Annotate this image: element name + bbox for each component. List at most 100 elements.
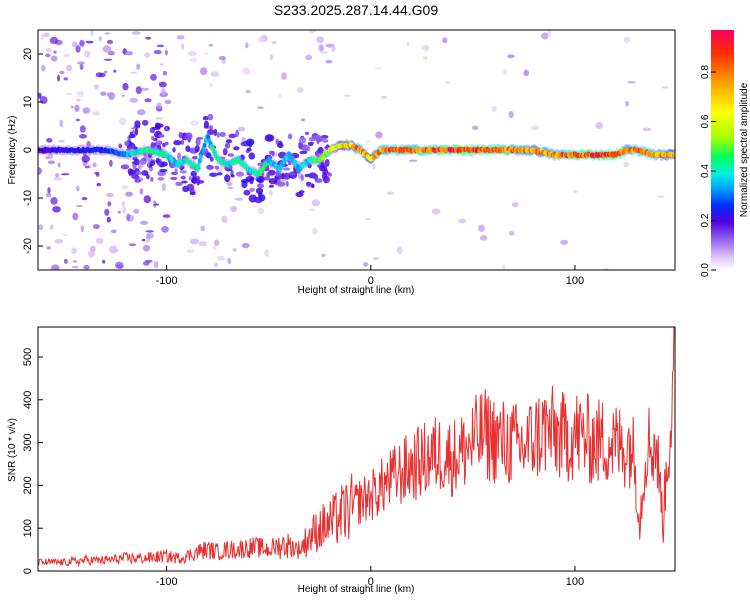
spectrogram-scatter-blob bbox=[243, 189, 251, 196]
spectrogram-noise-blob bbox=[186, 249, 195, 254]
spectrogram-noise-blob bbox=[72, 260, 77, 263]
spectrogram-noise-blob bbox=[491, 106, 497, 113]
spectrogram-noise-blob bbox=[92, 224, 100, 230]
spectrogram-noise-blob bbox=[81, 197, 88, 201]
spectrogram-noise-blob bbox=[139, 220, 149, 225]
spectrogram-noise-blob bbox=[90, 30, 94, 37]
spectrogram-scatter-blob bbox=[155, 157, 160, 164]
y-tick-label: 400 bbox=[22, 391, 34, 409]
spectrogram-noise-blob bbox=[43, 32, 50, 38]
spectrogram-noise-blob bbox=[232, 247, 237, 252]
spectrogram-noise-blob bbox=[159, 63, 164, 66]
spectrogram-noise-blob bbox=[297, 172, 301, 179]
spectrogram-noise-blob bbox=[623, 36, 631, 44]
spectrogram-noise-blob bbox=[145, 36, 152, 40]
spectrogram-noise-blob bbox=[308, 30, 317, 34]
spectrogram-scatter-blob bbox=[149, 166, 153, 172]
spectrogram-scatter-blob bbox=[258, 194, 266, 202]
spectrogram-noise-blob bbox=[150, 73, 157, 81]
spectrogram-noise-blob bbox=[136, 63, 141, 70]
spectrogram-noise-blob bbox=[45, 47, 52, 53]
spectrogram-noise-blob bbox=[312, 227, 318, 235]
spectrogram-scatter-blob bbox=[192, 155, 198, 160]
colorbar-gradient bbox=[711, 30, 734, 270]
spectrogram-noise-blob bbox=[50, 55, 58, 62]
spectrogram-noise-blob bbox=[107, 201, 112, 207]
spectrogram-noise-blob bbox=[511, 202, 519, 207]
spectrogram-noise-blob bbox=[364, 217, 372, 221]
spectrogram-noise-blob bbox=[156, 44, 165, 48]
spectrogram-noise-blob bbox=[71, 247, 77, 255]
spectrogram-noise-blob bbox=[103, 58, 113, 61]
spectrogram-noise-blob bbox=[142, 244, 151, 252]
colorbar-label: Normalized spectral amplitude bbox=[739, 82, 750, 217]
y-tick-label: 0 bbox=[22, 568, 34, 574]
spectrogram-scatter-blob bbox=[246, 147, 252, 152]
spectrogram-noise-blob bbox=[305, 54, 313, 61]
spectrogram-noise-blob bbox=[162, 70, 167, 76]
spectrogram-noise-blob bbox=[458, 218, 467, 224]
spectrogram-noise-blob bbox=[63, 53, 70, 58]
spectrogram-scatter-blob bbox=[156, 144, 162, 151]
spectrogram-noise-blob bbox=[95, 171, 100, 177]
spectrogram-scatter-blob bbox=[269, 150, 274, 155]
spectrogram-noise-blob bbox=[331, 44, 336, 53]
spectrogram-noise-blob bbox=[422, 56, 428, 60]
snr-frame bbox=[37, 326, 676, 572]
spectrogram-noise-blob bbox=[126, 213, 131, 221]
chart-title: S233.2025.287.14.44.G09 bbox=[274, 2, 438, 18]
spectrogram-noise-blob bbox=[145, 230, 154, 233]
spectrogram-noise-blob bbox=[366, 140, 370, 143]
spectrogram-scatter-blob bbox=[196, 136, 204, 140]
ridge-core bbox=[201, 146, 206, 152]
ridge-core bbox=[196, 162, 201, 168]
spectrogram-noise-blob bbox=[153, 261, 159, 269]
spectrogram-scatter-blob bbox=[124, 140, 130, 147]
spectrogram-noise-blob bbox=[150, 176, 154, 182]
snr-x-axis-label: Height of straight line (km) bbox=[298, 584, 415, 595]
spectrogram-noise-blob bbox=[442, 37, 448, 44]
spectrogram-noise-blob bbox=[129, 97, 139, 103]
spectrogram-noise-blob bbox=[120, 164, 130, 170]
spectrogram-noise-blob bbox=[161, 183, 166, 192]
spectrogram-scatter-blob bbox=[160, 161, 168, 167]
spectrogram-noise-blob bbox=[116, 264, 124, 269]
spectrogram-scatter-blob bbox=[240, 141, 248, 147]
spectrogram-noise-blob bbox=[139, 188, 144, 195]
spectrogram-noise-blob bbox=[86, 141, 91, 149]
spectrogram-scatter-blob bbox=[248, 152, 256, 160]
spectrogram-noise-blob bbox=[190, 120, 199, 127]
x-tick-label: 0 bbox=[368, 275, 374, 287]
spectrogram-noise-blob bbox=[623, 161, 630, 168]
colorbar-tick-label: 0.6 bbox=[700, 114, 711, 128]
spectrogram-noise-blob bbox=[661, 86, 669, 89]
colorbar-tick-label: 0.8 bbox=[700, 65, 711, 79]
spectrogram-scatter-blob bbox=[285, 181, 289, 187]
spectrogram-scatter-blob bbox=[306, 181, 311, 186]
spectrogram-scatter-blob bbox=[249, 187, 255, 192]
snr-y-axis-label: SNR (10 * v/v) bbox=[7, 418, 18, 482]
spectrogram-noise-blob bbox=[130, 71, 138, 74]
spectrogram-scatter-blob bbox=[228, 133, 237, 139]
ridge-core bbox=[202, 142, 207, 148]
spectrogram-noise-blob bbox=[118, 143, 122, 149]
spectrogram-noise-blob bbox=[153, 49, 162, 55]
spectrogram-x-axis-label: Height of straight line (km) bbox=[298, 285, 415, 296]
spectrogram-noise-blob bbox=[119, 117, 127, 126]
x-tick-label: -100 bbox=[156, 576, 178, 588]
spectrogram-noise-blob bbox=[83, 264, 90, 270]
spectrogram-scatter-blob bbox=[141, 170, 149, 176]
spectrogram-noise-blob bbox=[131, 31, 141, 35]
spectrogram-noise-blob bbox=[200, 225, 205, 232]
spectrogram-noise-blob bbox=[72, 212, 79, 221]
spectrogram-noise-blob bbox=[156, 102, 162, 110]
spectrogram-noise-blob bbox=[190, 238, 199, 245]
y-tick-label: 300 bbox=[22, 433, 34, 451]
spectrogram-noise-blob bbox=[656, 195, 666, 198]
spectrogram-noise-blob bbox=[104, 208, 110, 216]
spectrogram-scatter-blob bbox=[135, 171, 142, 175]
spectrogram-noise-blob bbox=[406, 42, 410, 47]
spectrogram-scatter-blob bbox=[189, 191, 196, 196]
spectrogram-scatter-blob bbox=[180, 175, 186, 180]
ridge-core bbox=[197, 158, 202, 164]
